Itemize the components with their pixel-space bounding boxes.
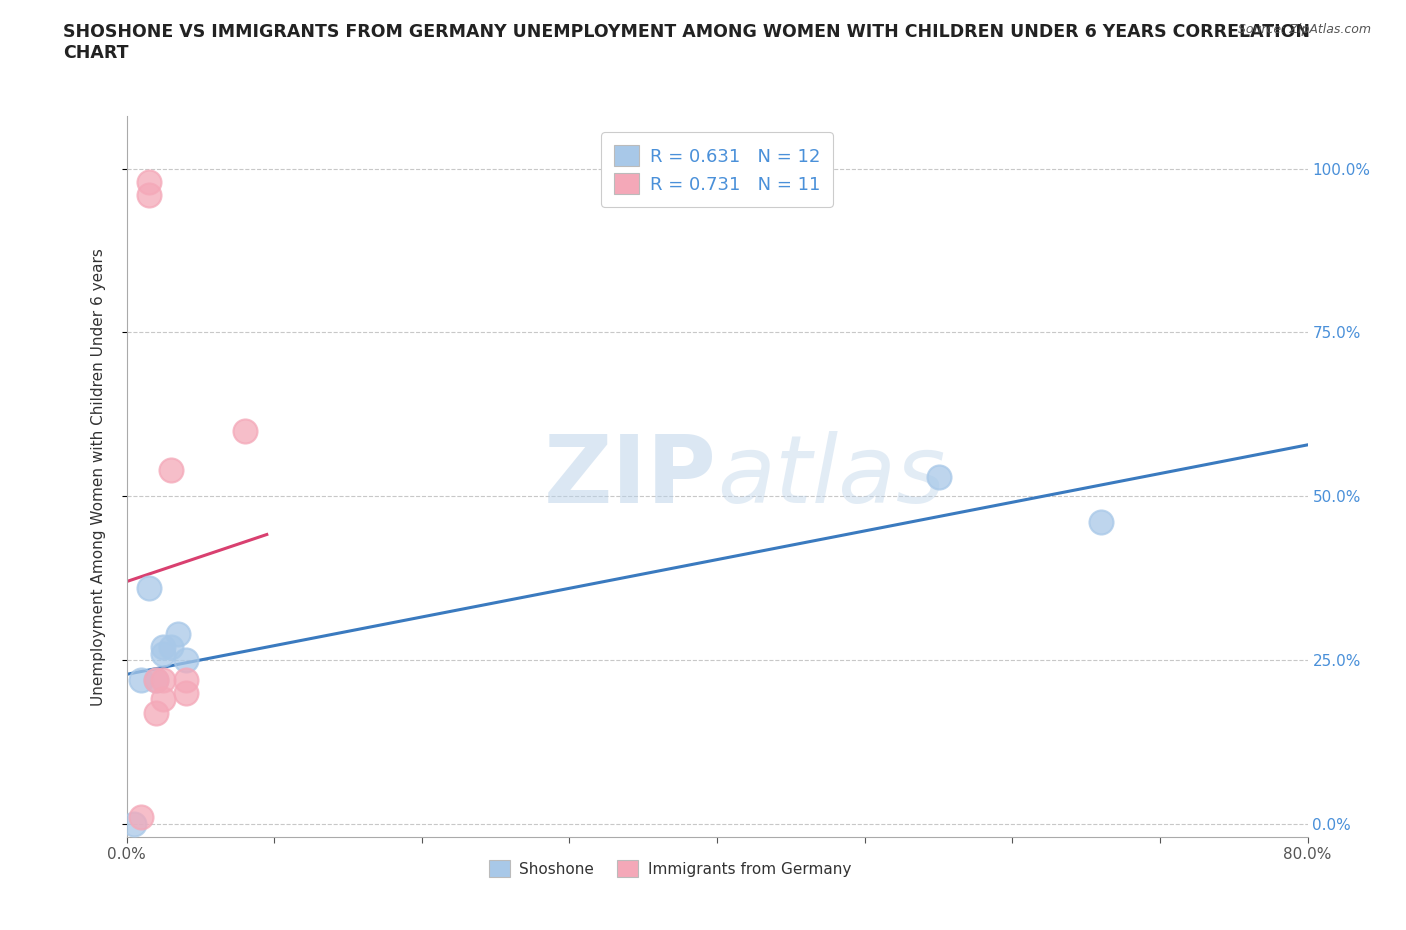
- Point: [174, 685, 197, 700]
- Point: [138, 188, 160, 203]
- Legend: Shoshone, Immigrants from Germany: Shoshone, Immigrants from Germany: [482, 854, 858, 883]
- Point: [145, 672, 167, 687]
- Point: [233, 423, 256, 438]
- Point: [174, 672, 197, 687]
- Point: [129, 672, 153, 687]
- Point: [160, 462, 183, 477]
- Text: Source: ZipAtlas.com: Source: ZipAtlas.com: [1237, 23, 1371, 36]
- Point: [152, 646, 174, 661]
- Text: SHOSHONE VS IMMIGRANTS FROM GERMANY UNEMPLOYMENT AMONG WOMEN WITH CHILDREN UNDER: SHOSHONE VS IMMIGRANTS FROM GERMANY UNEM…: [63, 23, 1310, 62]
- Y-axis label: Unemployment Among Women with Children Under 6 years: Unemployment Among Women with Children U…: [91, 247, 105, 706]
- Point: [129, 810, 153, 825]
- Point: [152, 672, 174, 687]
- Point: [1090, 515, 1112, 530]
- Point: [152, 640, 174, 655]
- Point: [928, 469, 950, 484]
- Point: [167, 627, 190, 642]
- Text: ZIP: ZIP: [544, 431, 717, 523]
- Point: [145, 672, 167, 687]
- Point: [122, 817, 145, 831]
- Point: [174, 653, 197, 668]
- Text: atlas: atlas: [717, 432, 945, 522]
- Point: [152, 692, 174, 707]
- Point: [138, 174, 160, 189]
- Point: [145, 705, 167, 720]
- Point: [160, 640, 183, 655]
- Point: [138, 580, 160, 595]
